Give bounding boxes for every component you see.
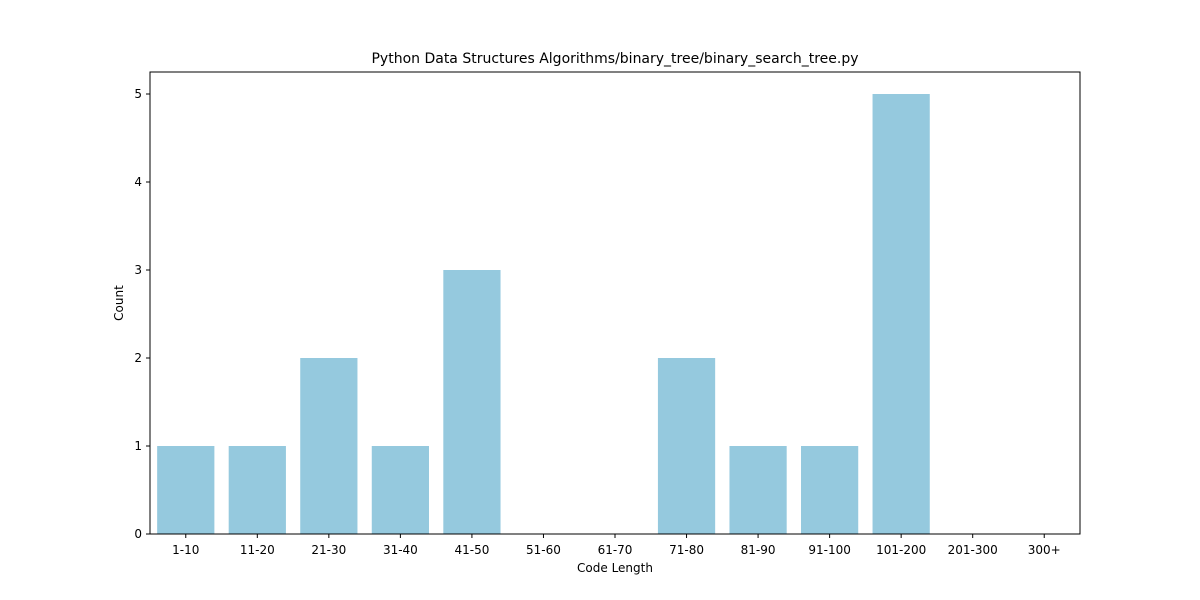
x-tick-label: 81-90 [741,543,776,557]
bar-1-10 [157,446,215,534]
x-tick-label: 31-40 [383,543,418,557]
y-tick-label: 4 [134,175,142,189]
x-tick-label: 300+ [1028,543,1061,557]
x-tick-label: 41-50 [454,543,489,557]
y-tick-label: 5 [134,87,142,101]
chart-title: Python Data Structures Algorithms/binary… [371,51,858,67]
x-tick-label: 61-70 [598,543,633,557]
y-tick-label: 0 [134,527,142,541]
bar-101-200 [872,94,930,534]
bars-group [157,94,930,534]
x-tick-label: 11-20 [240,543,275,557]
y-tick-label: 3 [134,263,142,277]
y-axis-title: Count [112,285,126,321]
y-axis-ticks: 0 1 2 3 4 5 [134,87,150,541]
x-tick-label: 21-30 [311,543,346,557]
bar-71-80 [657,358,716,534]
x-tick-label: 101-200 [876,543,926,557]
plot-area-frame [149,71,1081,535]
bar-31-40 [371,446,429,534]
x-tick-label: 71-80 [669,543,704,557]
bar-81-90 [729,446,787,534]
bar-41-50 [443,270,501,534]
bar-11-20 [228,446,286,534]
y-tick-label: 1 [134,439,142,453]
y-tick-label: 2 [134,351,142,365]
x-tick-label: 1-10 [172,543,199,557]
bar-21-30 [300,358,358,534]
x-axis-title: Code Length [577,561,653,575]
bar-91-100 [801,446,859,534]
x-tick-label: 201-300 [948,543,998,557]
x-axis-ticks: 1-10 11-20 21-30 31-40 41-50 51-60 61-70 71-80 8… [172,534,1061,557]
x-tick-label: 91-100 [808,543,851,557]
x-tick-label: 51-60 [526,543,561,557]
